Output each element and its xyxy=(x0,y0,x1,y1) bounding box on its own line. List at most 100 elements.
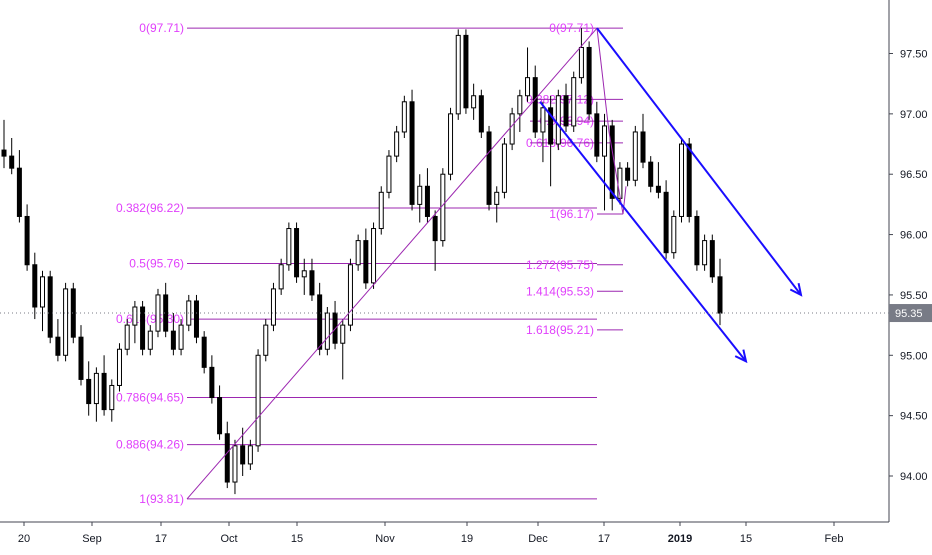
candle xyxy=(24,204,30,271)
candle xyxy=(317,282,323,356)
candle-body xyxy=(525,77,531,97)
candle-body xyxy=(686,143,692,217)
candle-body xyxy=(224,433,230,483)
candle xyxy=(563,83,569,132)
candle-body xyxy=(301,270,307,278)
fib-anchor-trendline xyxy=(186,27,598,500)
x-tick-label: Nov xyxy=(375,533,395,545)
last-price-badge xyxy=(889,304,932,323)
fib-extension-label: 1.414(95.53) xyxy=(526,284,594,298)
candle-body xyxy=(209,366,215,399)
candle xyxy=(270,282,276,332)
candle-body xyxy=(371,228,377,284)
channel-lower-arrow xyxy=(539,101,747,362)
candle xyxy=(609,119,615,211)
candle-body xyxy=(532,77,538,133)
candle-body xyxy=(347,264,353,326)
candle-body xyxy=(132,306,138,326)
y-tick-label: 95.00 xyxy=(900,350,928,362)
candle xyxy=(332,300,338,350)
candle-body xyxy=(548,107,554,145)
x-tick-label: 15 xyxy=(740,533,752,545)
candle-body xyxy=(679,143,685,217)
candle-body xyxy=(247,445,253,465)
candle xyxy=(147,325,153,356)
candle xyxy=(686,138,692,223)
candle xyxy=(594,101,600,163)
candle-body xyxy=(432,215,438,242)
candle xyxy=(540,101,546,163)
candle-body xyxy=(16,167,22,217)
candle xyxy=(417,174,423,223)
candle-body xyxy=(655,185,661,193)
candle-body xyxy=(317,294,323,350)
candle-body xyxy=(355,240,361,266)
candle-body xyxy=(193,300,199,338)
candle-body xyxy=(386,155,392,193)
candle xyxy=(501,138,507,199)
candle xyxy=(632,125,638,187)
candle xyxy=(32,252,38,320)
candle-body xyxy=(463,34,469,109)
x-tick-label: 17 xyxy=(155,533,167,545)
candle-body xyxy=(47,276,53,338)
candle-body xyxy=(140,306,146,350)
candle-body xyxy=(401,101,407,133)
candle xyxy=(494,186,500,223)
candle-body xyxy=(448,113,454,175)
candle-body xyxy=(540,107,546,133)
candle-body xyxy=(594,113,600,157)
candle-body xyxy=(116,348,122,386)
candle-body xyxy=(717,276,723,314)
candle xyxy=(294,222,300,283)
candle xyxy=(702,234,708,271)
candle xyxy=(371,222,377,289)
candle xyxy=(193,294,199,344)
candle-body xyxy=(501,143,507,193)
x-tick-label: Oct xyxy=(220,533,237,545)
x-tick-label: Sep xyxy=(82,533,102,545)
candle xyxy=(548,95,554,187)
fib-anchor-leg xyxy=(596,28,627,215)
candle xyxy=(247,439,253,470)
candle xyxy=(717,258,723,326)
x-tick-label: 20 xyxy=(18,533,30,545)
candle-body xyxy=(217,397,223,435)
fib-extension-label: 1(96.17) xyxy=(549,207,594,221)
candle-body xyxy=(332,312,338,344)
candle xyxy=(170,313,176,356)
y-tick-label: 96.50 xyxy=(900,169,928,181)
x-tick-label: Dec xyxy=(528,533,548,545)
candle-body xyxy=(671,215,677,254)
candle xyxy=(386,150,392,199)
candle-body xyxy=(648,161,654,187)
candle xyxy=(255,349,261,452)
candle-body xyxy=(471,95,477,109)
candle-body xyxy=(424,185,430,217)
candle xyxy=(70,282,76,344)
fib-retracement-label: 1(93.81) xyxy=(139,492,184,506)
candle-body xyxy=(286,228,292,266)
candle-body xyxy=(609,125,615,199)
candle xyxy=(93,367,99,422)
candle xyxy=(124,319,130,356)
candle-body xyxy=(663,191,669,254)
candle xyxy=(578,28,584,84)
candle xyxy=(602,113,608,211)
candle xyxy=(463,29,469,114)
candle-body xyxy=(178,324,184,350)
candle-body xyxy=(409,101,415,205)
candle-body xyxy=(309,270,315,296)
candle xyxy=(532,65,538,138)
candle-body xyxy=(625,167,631,181)
candle xyxy=(132,300,138,344)
candle-body xyxy=(478,95,484,133)
candle xyxy=(471,83,477,120)
candle-body xyxy=(163,294,169,332)
candle xyxy=(301,258,307,295)
candle xyxy=(101,355,107,416)
candle xyxy=(663,180,669,259)
candle-body xyxy=(417,185,423,205)
